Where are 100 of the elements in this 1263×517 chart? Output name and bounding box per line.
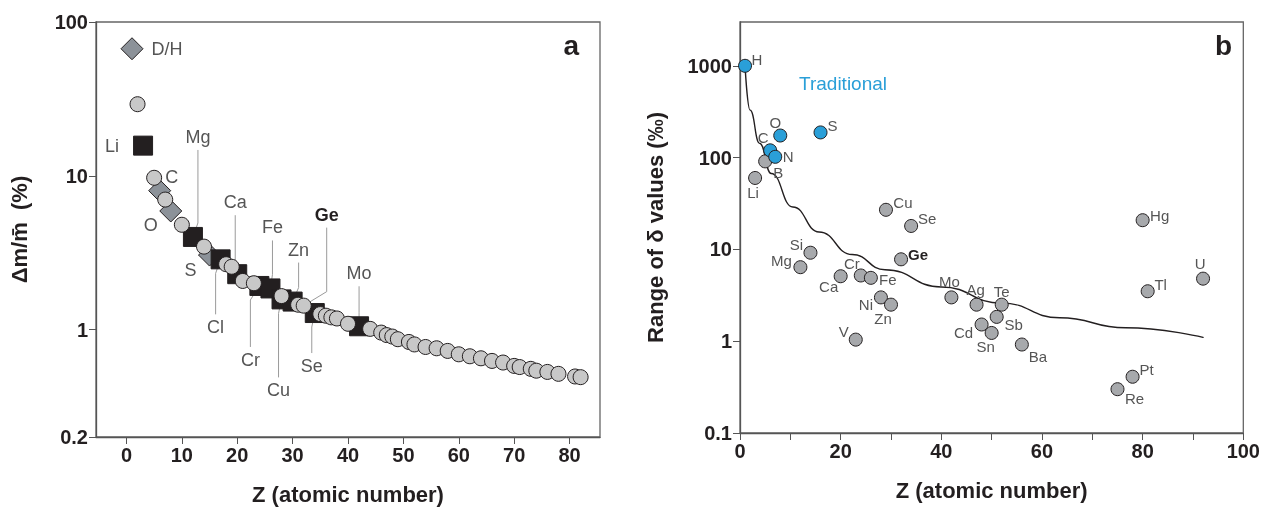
annotation: Sb: [1004, 316, 1023, 334]
x-tick-label: 70: [503, 444, 526, 466]
point: [120, 37, 144, 61]
annotation: H: [751, 51, 763, 69]
point: [813, 125, 828, 140]
annotation: B: [773, 163, 784, 181]
annotation: Li: [747, 184, 759, 202]
y-tick-label: 1000: [687, 54, 732, 77]
annotation: a: [563, 29, 580, 61]
point: [969, 297, 984, 312]
point: [133, 135, 154, 156]
annotation: Si: [789, 236, 804, 254]
point: [989, 309, 1004, 324]
annotation: Ag: [966, 281, 985, 299]
annotation: C: [757, 128, 769, 146]
x-tick-label: 30: [281, 444, 304, 466]
x-tick-label: 100: [1226, 440, 1260, 462]
annotation: Cu: [267, 380, 291, 401]
annotation: U: [1194, 255, 1206, 273]
y-tick-label: 1: [76, 318, 88, 341]
y-axis-title: Range of δ values (‰): [642, 112, 668, 343]
annotation: Mg: [770, 251, 792, 269]
point: [1014, 337, 1029, 352]
annotation: Fe: [879, 271, 897, 289]
point: [994, 297, 1009, 312]
annotation: Mo: [938, 272, 960, 290]
point: [974, 317, 989, 332]
series-label: Traditional: [799, 73, 888, 95]
point: [1135, 213, 1150, 228]
annotation: O: [769, 114, 782, 132]
annotation: Se: [917, 210, 937, 228]
point: [157, 191, 174, 208]
annotation: Cr: [240, 349, 260, 370]
annotation: N: [782, 148, 794, 166]
y-tick-label: 0.1: [704, 422, 732, 444]
point: [984, 325, 999, 340]
annotation: Hg: [1150, 206, 1170, 224]
point: [884, 297, 898, 312]
x-tick-label: 50: [392, 444, 415, 466]
point: [904, 218, 919, 233]
point: [273, 288, 290, 305]
point: [245, 275, 262, 292]
annotation: Re: [1124, 389, 1145, 407]
annotation: b: [1214, 29, 1232, 61]
point: [146, 169, 163, 186]
annotation: S: [827, 116, 838, 134]
annotation: Se: [300, 356, 323, 377]
annotation: Mg: [185, 126, 211, 147]
point: [894, 252, 909, 267]
annotation: Sn: [976, 338, 995, 356]
annotation: Cu: [893, 194, 913, 212]
x-tick-label: 10: [170, 444, 193, 466]
x-axis-title: Z (atomic number): [895, 477, 1088, 503]
point: [873, 290, 888, 305]
annotation: Tl: [1154, 275, 1167, 293]
point: [773, 128, 788, 143]
annotation: Ca: [223, 192, 248, 213]
annotation: Te: [993, 283, 1010, 301]
y-axis-title: Δm/m̄ (%): [6, 175, 32, 284]
annotation: Cl: [207, 317, 225, 338]
point: [768, 149, 783, 164]
point: [748, 170, 763, 185]
y-tick-label: 10: [65, 164, 88, 187]
point: [1140, 284, 1155, 299]
point: [550, 365, 567, 382]
x-tick-label: 20: [829, 440, 852, 462]
y-tick-label: 100: [698, 146, 732, 169]
point: [803, 245, 818, 260]
point: [738, 58, 753, 73]
x-tick-label: 80: [558, 444, 581, 466]
annotation: Ba: [1028, 348, 1048, 366]
y-tick-label: 1: [720, 330, 732, 353]
point: [295, 297, 312, 314]
point: [340, 315, 356, 332]
point: [129, 96, 146, 113]
annotation: C: [165, 166, 179, 187]
x-tick-label: 40: [336, 444, 360, 466]
point: [878, 202, 893, 217]
x-tick-label: 0: [734, 440, 746, 462]
annotation: Zn: [288, 239, 310, 260]
annotation: Pt: [1139, 361, 1155, 379]
point: [223, 258, 240, 275]
y-tick-label: 100: [54, 11, 88, 33]
point: [196, 238, 212, 255]
point: [572, 369, 589, 386]
annotation: D/H: [151, 38, 183, 59]
x-tick-label: 40: [930, 440, 953, 462]
point: [173, 216, 190, 233]
annotation: Cr: [843, 254, 860, 272]
x-tick-label: 20: [226, 444, 249, 466]
point: [863, 270, 878, 285]
annotation: Ca: [819, 277, 839, 295]
annotation: Fe: [261, 217, 283, 238]
x-tick-label: 0: [120, 444, 133, 466]
y-tick-label: 10: [709, 238, 732, 261]
annotation: Zn: [874, 310, 892, 328]
x-tick-label: 80: [1131, 440, 1154, 462]
annotation: Ge: [908, 245, 929, 263]
x-tick-label: 60: [447, 444, 470, 466]
annotation: Li: [105, 135, 120, 156]
